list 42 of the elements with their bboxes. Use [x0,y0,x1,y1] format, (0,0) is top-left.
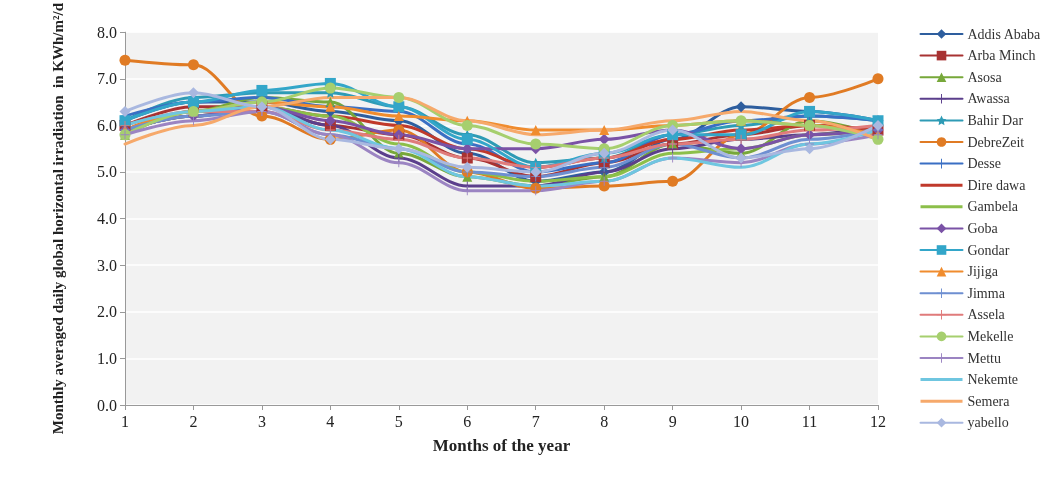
x-tick-label: 4 [326,412,335,430]
legend-label: Goba [967,220,999,236]
legend-label: DebreZeit [967,134,1025,150]
legend-label: Desse [967,156,1001,172]
x-tick-label: 12 [870,412,886,430]
legend-label: Nekemte [967,372,1019,388]
x-tick-label: 8 [600,412,609,430]
legend-label: Jijiga [967,264,999,280]
x-tick-label: 1 [121,412,129,430]
x-tick-label: 11 [801,412,818,430]
y-tick-label: 4.0 [97,210,117,228]
y-tick-label: 2.0 [97,303,117,321]
x-tick-label: 3 [257,412,266,430]
y-tick-label: 8.0 [97,23,117,41]
legend-label: Bahir Dar [967,112,1024,128]
legend-label: yabello [967,415,1009,431]
legend-label: Gambela [967,199,1019,215]
x-tick-label: 9 [668,412,677,430]
legend-label: Mekelle [967,328,1014,344]
legend-label: Asosa [967,69,1003,85]
y-axis-title: Monthly averaged daily global horizontal irradiation in KWh/m²/d [50,2,66,435]
legend-label: Dire dawa [967,177,1027,193]
y-tick-label: 1.0 [97,349,117,367]
legend-label: Gondar [967,242,1010,258]
legend-label: Arba Minch [967,48,1036,64]
x-tick-label: 10 [733,412,750,430]
legend-label: Jimma [967,285,1006,301]
y-tick-label: 7.0 [97,70,117,88]
y-tick-label: 0.0 [97,396,117,414]
x-axis-title: Months of the year [432,436,571,455]
y-tick-label: 5.0 [97,163,117,181]
legend-label: Mettu [967,350,1001,366]
y-tick-label: 3.0 [97,256,117,274]
x-tick-label: 7 [531,412,540,430]
x-tick-label: 2 [189,412,198,430]
legend-label: Assela [967,307,1006,323]
legend-label: Awassa [967,91,1011,107]
legend-label: Addis Ababa [967,26,1042,42]
x-tick-label: 5 [394,412,403,430]
x-tick-label: 6 [463,412,472,430]
y-tick-label: 6.0 [97,116,117,134]
legend-label: Semera [967,393,1011,409]
